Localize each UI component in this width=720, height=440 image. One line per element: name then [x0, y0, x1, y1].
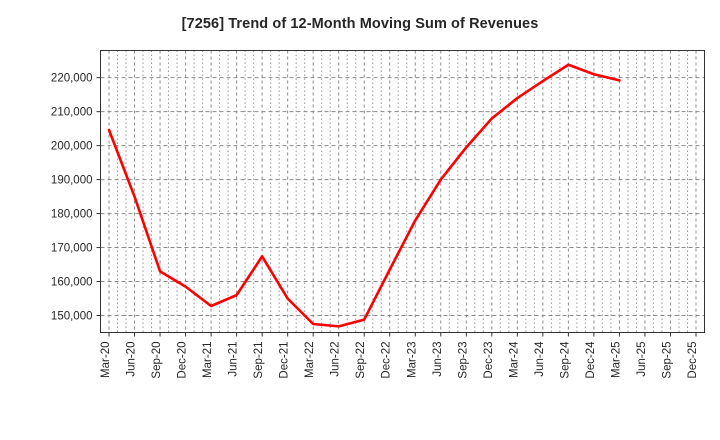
x-tick-label: Sep-23: [457, 342, 469, 379]
x-tick-label: Dec-24: [585, 341, 597, 379]
y-tick-label: 220,000: [51, 73, 93, 85]
horizontal-gridlines: [100, 77, 705, 317]
x-tick-label: Mar-23: [406, 342, 418, 378]
y-tick-label: 200,000: [51, 141, 93, 153]
x-tick-label: Dec-21: [279, 342, 291, 379]
x-tick-label: Sep-22: [355, 342, 367, 379]
x-tick-label: Sep-24: [559, 341, 571, 379]
page-title: [7256] Trend of 12-Month Moving Sum of R…: [181, 16, 539, 32]
x-tick-label: Jun-21: [228, 342, 240, 377]
x-tick-label: Dec-23: [483, 342, 495, 379]
x-tick-label: Jun-23: [432, 342, 444, 377]
y-tick-label: 170,000: [51, 243, 93, 255]
x-tick-label: Sep-20: [151, 342, 163, 379]
y-tick-label: 190,000: [51, 175, 93, 187]
x-tick-label: Jun-22: [330, 342, 342, 377]
x-tick-label: Dec-25: [687, 342, 699, 379]
x-tick-label: Mar-21: [202, 342, 214, 378]
x-tick-label: Mar-25: [610, 342, 622, 378]
revenue-trend-line: [107, 63, 621, 328]
x-tick-label: Mar-22: [304, 342, 316, 378]
major-vertical-gridlines: [108, 50, 697, 333]
x-tick-label: Mar-24: [508, 341, 520, 378]
y-tick-marks: [96, 77, 101, 317]
y-tick-labels: 150,000 160,000 170,000 180,000 190,000 200,0…: [51, 73, 93, 323]
y-tick-label: 180,000: [51, 209, 93, 221]
x-tick-label: Dec-20: [177, 342, 189, 379]
x-tick-label: Sep-25: [661, 342, 673, 379]
x-tick-label: Dec-22: [381, 342, 393, 379]
x-tick-labels: Mar-20 Jun-20 Sep-20 Dec-20 Mar-21 Jun-21 Sep-…: [100, 341, 699, 379]
minor-vertical-gridlines: [117, 50, 688, 333]
plot-frame: [100, 50, 705, 333]
x-tick-label: Mar-20: [100, 342, 112, 378]
x-tick-marks: [108, 332, 697, 337]
y-tick-label: 150,000: [51, 311, 93, 323]
x-tick-label: Jun-24: [534, 341, 546, 377]
y-tick-label: 210,000: [51, 107, 93, 119]
y-tick-label: 160,000: [51, 277, 93, 289]
x-tick-label: Sep-21: [253, 342, 265, 379]
x-tick-label: Jun-25: [636, 342, 648, 377]
x-tick-label: Jun-20: [126, 342, 138, 377]
